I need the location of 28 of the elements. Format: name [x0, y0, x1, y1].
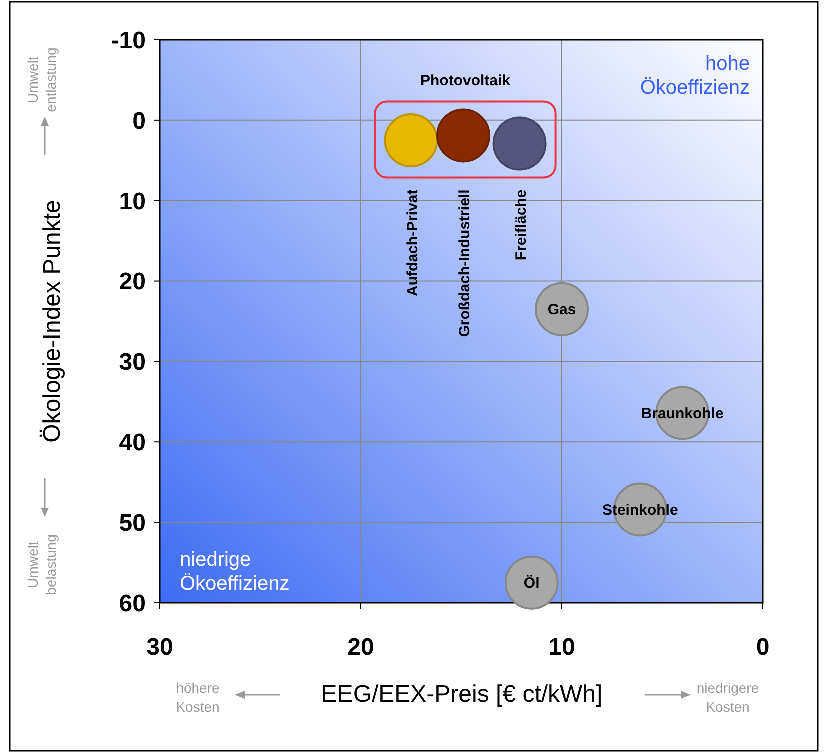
y-tick-label: 60 [119, 590, 146, 618]
y-tick-label: 40 [119, 430, 146, 457]
y-tick-label: 50 [119, 510, 146, 537]
y-axis-title: Ökologie-Index Punkte [39, 200, 66, 443]
series-label: Braunkohle [641, 405, 724, 422]
y-tick-label: 0 [132, 108, 146, 135]
text: Umwelt belastung [25, 534, 59, 596]
y-tick-label: 10 [119, 188, 146, 216]
series-label: Gas [548, 302, 576, 319]
annotation: niedrige Ökoeffizienz [180, 549, 290, 595]
text: Freifläche [512, 190, 530, 261]
x-tick-label: 30 [146, 634, 174, 661]
y-tick-label: 20 [119, 268, 146, 296]
series-label: Steinkohle [602, 502, 678, 519]
annotation: hohe Ökoeffizienz [640, 53, 750, 99]
x-tick-label: 0 [756, 634, 770, 661]
x-tick-label: 10 [548, 634, 576, 661]
text: niedrigere Kosten [696, 680, 760, 715]
y-tick-label: 30 [119, 349, 146, 376]
x-tick-label: 20 [348, 634, 374, 661]
text: höhere Kosten [176, 680, 220, 715]
annotation: Photovoltaik [420, 72, 512, 90]
text: Umwelt entlastung [25, 48, 59, 112]
series-label: Öl [524, 575, 540, 592]
x-axis-title: EEG/EEX-Preis [€ ct/kWh] [321, 681, 603, 708]
y-tick-label: -10 [111, 27, 146, 54]
text: Großdach-Industriell [456, 190, 474, 338]
text: Aufdach-Privat [404, 190, 422, 296]
